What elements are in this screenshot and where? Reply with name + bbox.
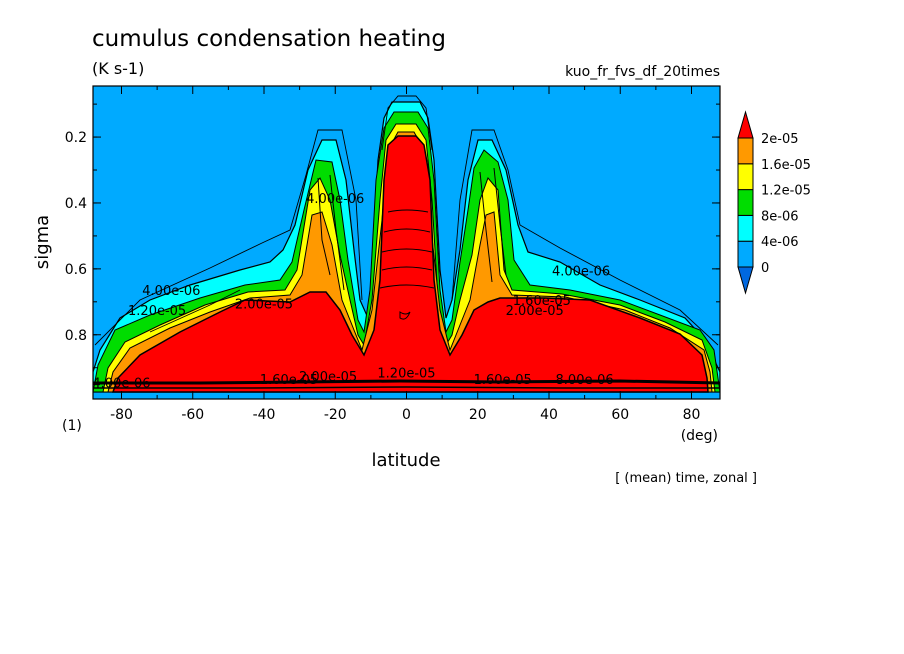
contour-label: 1.60e-05 (513, 294, 571, 309)
units-label: (K s-1) (92, 59, 144, 78)
x-tick-label: -80 (110, 407, 133, 423)
colorbar-band (737, 189, 754, 216)
x-axis-unit: (deg) (681, 428, 718, 444)
y-tick-label: 0.6 (65, 262, 87, 278)
colorbar-over (737, 110, 754, 139)
colorbar-label: 0 (761, 261, 769, 276)
contour-field (93, 95, 720, 393)
y-tick-label: 0.8 (65, 328, 87, 344)
y-axis-title: sigma (32, 215, 53, 269)
contour-label: 1.60e-05 (474, 373, 532, 388)
contour-labels: 4.00e-06 1.20e-05 2.00e-05 4.00e-06 4.00e-06… (92, 192, 613, 392)
colorbar-label: 1.6e-05 (761, 158, 811, 173)
surface-contours (93, 379, 720, 389)
contour-label: 2.00e-05 (506, 304, 564, 319)
x-tick-label: -60 (181, 407, 204, 423)
x-axis: -80 -60 -40 -20 0 20 40 60 80 (110, 86, 700, 423)
colorbar-under (737, 266, 754, 295)
colorbar-band (737, 163, 754, 191)
colorbar-label: 2e-05 (761, 132, 799, 147)
contour-label: 4.00e-06 (306, 192, 364, 207)
colorbar-label: 8e-06 (761, 209, 799, 224)
contour-label: 2.00e-05 (299, 370, 357, 385)
colorbar-band (737, 137, 754, 165)
x-tick-label: 40 (540, 407, 558, 423)
contour-label: 1.20e-05 (377, 367, 435, 382)
x-axis-title: latitude (371, 450, 440, 471)
chart-title: cumulus condensation heating (92, 26, 446, 52)
colorbar: 0 4e-06 8e-06 1.2e-05 1.6e-05 2e-05 (737, 110, 811, 295)
colorbar-band (737, 240, 754, 268)
contour-label: 4.00e-06 (92, 376, 150, 391)
footer-note: [ (mean) time, zonal ] (615, 471, 757, 486)
colorbar-label: 4e-06 (761, 235, 799, 250)
x-tick-label: 60 (611, 407, 629, 423)
outer-contours (94, 95, 719, 346)
colorbar-band (737, 214, 754, 242)
x-tick-label: 20 (469, 407, 487, 423)
y-tick-label: 0.2 (65, 130, 87, 146)
y-axis-unit: (1) (62, 418, 82, 434)
contour-label: 1.60e-05 (260, 373, 318, 388)
y-axis: 0.2 0.4 0.6 0.8 (65, 103, 720, 369)
x-tick-label: -40 (253, 407, 276, 423)
x-tick-label: 80 (683, 407, 701, 423)
contour-label: 2.00e-05 (235, 297, 293, 312)
contour-lines (317, 167, 507, 320)
x-tick-label: -20 (324, 407, 347, 423)
y-tick-label: 0.4 (65, 196, 87, 212)
experiment-label: kuo_fr_fvs_df_20times (565, 64, 720, 80)
contour-label: 1.20e-05 (128, 304, 186, 319)
contour-label: 4.00e-06 (552, 264, 610, 279)
contour-label: 4.00e-06 (142, 284, 200, 299)
colorbar-label: 1.2e-05 (761, 184, 811, 199)
field-level-2e-05 (111, 135, 709, 393)
x-tick-label: 0 (402, 407, 411, 423)
contour-label: 8.00e-06 (556, 373, 614, 388)
